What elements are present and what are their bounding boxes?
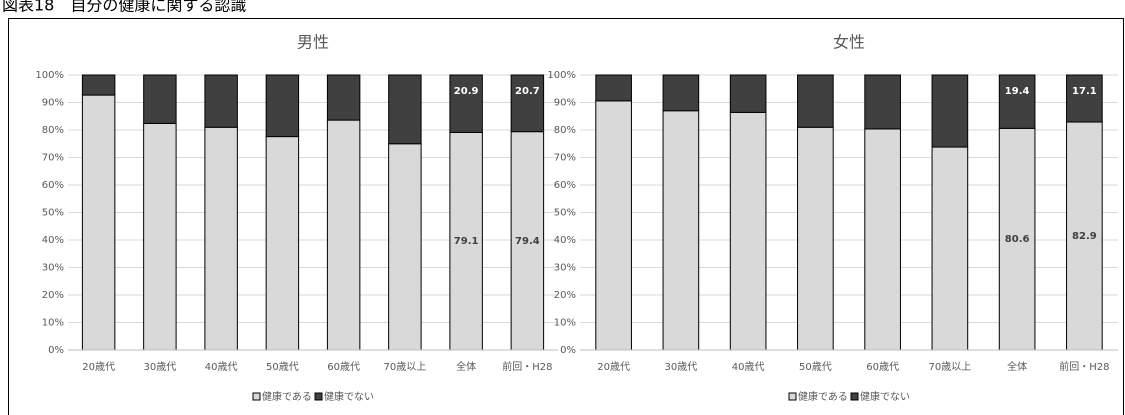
x-tick-label: 30歳代 bbox=[144, 361, 177, 373]
x-tick-label: 全体 bbox=[456, 360, 476, 373]
y-tick-label: 20% bbox=[42, 290, 64, 301]
bar-segment bbox=[595, 74, 632, 102]
y-tick-label: 40% bbox=[42, 235, 64, 246]
bar-segment bbox=[729, 111, 767, 351]
chart-title: 女性 bbox=[833, 33, 865, 52]
x-tick-label: 20歳代 bbox=[82, 361, 115, 373]
bar-segment bbox=[998, 127, 1036, 351]
bar-segment bbox=[510, 131, 545, 351]
bar-segment bbox=[931, 74, 969, 148]
y-tick-label: 60% bbox=[554, 180, 576, 191]
x-tick-label: 50歳代 bbox=[799, 361, 832, 373]
legend-label: 健康である bbox=[798, 390, 848, 403]
legend-label: 健康でない bbox=[860, 390, 910, 403]
bar-segment bbox=[143, 74, 177, 124]
legend-swatch bbox=[314, 392, 323, 401]
bar-segment bbox=[729, 74, 767, 113]
legend-swatch bbox=[850, 392, 859, 401]
data-label: 17.1 bbox=[1072, 86, 1097, 97]
bar-segment bbox=[81, 74, 116, 96]
bar-segment bbox=[864, 128, 901, 351]
bar-segment bbox=[449, 131, 483, 351]
bar-segment bbox=[662, 74, 700, 112]
chart-title: 男性 bbox=[297, 33, 329, 52]
bar-segment bbox=[449, 74, 483, 133]
bar-segment bbox=[931, 146, 969, 351]
y-tick-label: 60% bbox=[42, 180, 64, 191]
y-tick-label: 20% bbox=[554, 290, 576, 301]
bar-segment bbox=[204, 74, 238, 128]
y-tick-label: 30% bbox=[554, 263, 576, 274]
legend-swatch bbox=[788, 392, 797, 401]
data-label: 82.9 bbox=[1072, 231, 1097, 242]
y-tick-label: 30% bbox=[42, 263, 64, 274]
y-tick-label: 40% bbox=[554, 235, 576, 246]
bar-segment bbox=[265, 74, 300, 138]
data-label: 79.1 bbox=[454, 236, 479, 247]
bar-segment bbox=[388, 74, 422, 145]
y-tick-label: 100% bbox=[35, 70, 64, 81]
x-tick-label: 前回・H28 bbox=[1059, 360, 1109, 373]
data-label: 19.4 bbox=[1005, 86, 1030, 97]
bar-segment bbox=[797, 126, 834, 351]
y-tick-label: 50% bbox=[42, 208, 64, 219]
y-tick-label: 70% bbox=[554, 153, 576, 164]
y-tick-label: 80% bbox=[42, 125, 64, 136]
legend-label: 健康でない bbox=[324, 390, 374, 403]
y-tick-label: 0% bbox=[48, 345, 64, 356]
bar-segment bbox=[864, 74, 901, 130]
legend-swatch bbox=[252, 392, 261, 401]
bar-segment bbox=[265, 136, 300, 351]
x-tick-label: 70歳以上 bbox=[929, 361, 972, 373]
x-tick-label: 40歳代 bbox=[732, 361, 765, 373]
figure-title: 図表18 自分の健康に関する認識 bbox=[2, 0, 246, 15]
x-tick-label: 70歳以上 bbox=[384, 361, 427, 373]
bar-segment bbox=[143, 122, 177, 351]
y-tick-label: 100% bbox=[547, 70, 576, 81]
bar-segment bbox=[797, 74, 834, 128]
x-tick-label: 50歳代 bbox=[266, 361, 299, 373]
data-label: 80.6 bbox=[1005, 234, 1030, 245]
bar-segment bbox=[204, 126, 238, 351]
x-tick-label: 全体 bbox=[1007, 360, 1027, 373]
bar-segment bbox=[388, 143, 422, 351]
y-tick-label: 70% bbox=[42, 153, 64, 164]
y-tick-label: 90% bbox=[42, 98, 64, 109]
bar-segment bbox=[595, 100, 632, 351]
bar-segment bbox=[1066, 121, 1103, 351]
bar-segment bbox=[326, 119, 361, 351]
data-label: 20.9 bbox=[454, 86, 479, 97]
x-tick-label: 30歳代 bbox=[665, 361, 698, 373]
x-tick-label: 前回・H28 bbox=[502, 360, 552, 373]
bar-segment bbox=[81, 94, 116, 351]
x-tick-label: 60歳代 bbox=[866, 361, 899, 373]
data-label: 20.7 bbox=[515, 86, 540, 97]
y-tick-label: 50% bbox=[554, 208, 576, 219]
y-tick-label: 0% bbox=[560, 345, 576, 356]
data-label: 79.4 bbox=[515, 236, 540, 247]
bar-segment bbox=[326, 74, 361, 121]
y-tick-label: 90% bbox=[554, 98, 576, 109]
x-tick-label: 60歳代 bbox=[327, 361, 360, 373]
y-tick-label: 80% bbox=[554, 125, 576, 136]
legend-label: 健康である bbox=[262, 390, 312, 403]
x-tick-label: 40歳代 bbox=[205, 361, 238, 373]
y-tick-label: 10% bbox=[554, 318, 576, 329]
x-tick-label: 20歳代 bbox=[597, 361, 630, 373]
bar-segment bbox=[998, 74, 1036, 129]
y-tick-label: 10% bbox=[42, 318, 64, 329]
bar-segment bbox=[1066, 74, 1103, 123]
bar-segment bbox=[662, 110, 700, 351]
bar-segment bbox=[510, 74, 545, 133]
